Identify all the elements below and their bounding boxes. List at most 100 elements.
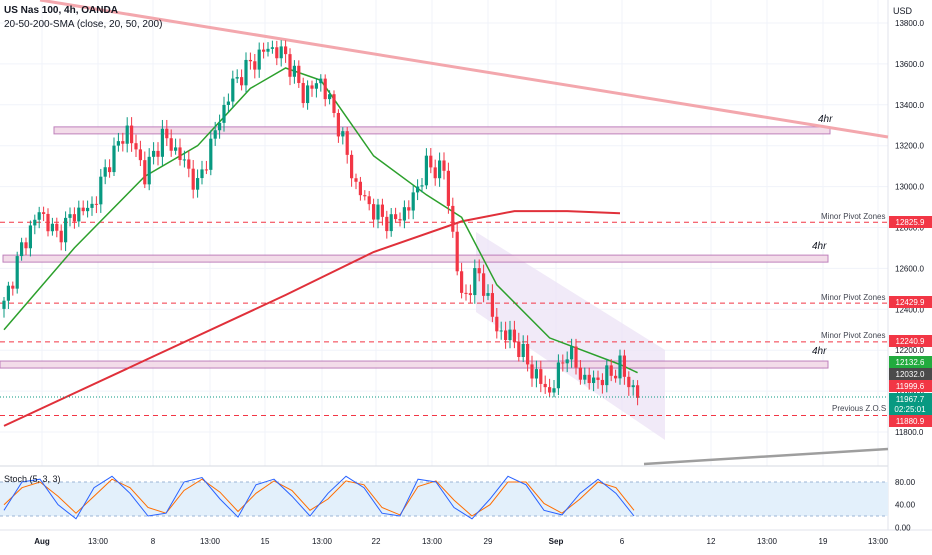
candle-body <box>196 178 200 190</box>
candle-body <box>33 219 37 226</box>
candle-body <box>636 385 640 398</box>
candle-body <box>499 330 503 332</box>
candle-body <box>222 104 226 123</box>
price-tick-label: 13800.0 <box>895 19 924 28</box>
price-tick-label: 13400.0 <box>895 101 924 110</box>
price-tick-label: 13200.0 <box>895 142 924 151</box>
candle-body <box>376 204 380 220</box>
chart-title: US Nas 100, 4h, OANDA <box>4 5 118 16</box>
candle-body <box>209 138 213 170</box>
candle-body <box>394 214 398 220</box>
price-badge <box>889 415 932 427</box>
candle-body <box>178 147 182 161</box>
candle-body <box>389 214 393 232</box>
candle-body <box>477 268 481 274</box>
zone-rect <box>2 254 829 263</box>
price-badge-text: 02:25:01 <box>894 405 926 414</box>
candle-body <box>495 316 499 332</box>
time-tick-label: 13:00 <box>868 537 889 546</box>
candle-body <box>59 230 63 243</box>
candle-body <box>380 204 384 217</box>
candle-body <box>345 131 349 155</box>
time-tick-label: 13:00 <box>312 537 333 546</box>
candle-body <box>6 285 10 301</box>
price-badge <box>889 335 932 347</box>
candle-body <box>592 377 596 384</box>
candle-body <box>165 128 169 139</box>
candle-body <box>187 159 191 169</box>
candle-body <box>116 141 120 146</box>
time-tick-label: 8 <box>151 537 156 546</box>
candle-body <box>160 128 164 157</box>
candle-body <box>464 292 468 294</box>
price-tick-label: 12200.0 <box>895 346 924 355</box>
candle-body <box>323 78 327 100</box>
candle-body <box>385 216 389 232</box>
price-tick-label: 13000.0 <box>895 183 924 192</box>
candle-body <box>81 207 85 212</box>
stoch-band <box>0 482 888 516</box>
candle-body <box>596 377 600 380</box>
price-badge-text: 12032.0 <box>896 370 925 379</box>
candle-body <box>512 329 516 342</box>
candle-body <box>99 176 103 205</box>
candle-body <box>504 330 508 341</box>
price-badges: 12825.9 12429.9 12240.9 12132.6 12032.0 11999… <box>889 216 932 427</box>
candle-body <box>275 47 279 59</box>
time-tick-label: 29 <box>484 537 493 546</box>
candle-body <box>473 268 477 296</box>
candle-body <box>279 46 283 59</box>
candle-body <box>486 293 490 296</box>
candle-body <box>605 365 609 386</box>
candle-body <box>244 59 248 86</box>
candle-body <box>451 205 455 232</box>
descending-channel <box>476 232 665 440</box>
candle-body <box>398 219 402 221</box>
candle-body <box>574 346 578 368</box>
candle-body <box>218 122 222 131</box>
candle-body <box>182 159 186 161</box>
candle-body <box>552 388 556 393</box>
candle-body <box>213 130 217 139</box>
stoch-tick-label: 40.00 <box>895 501 916 510</box>
pivot-label-1: Minor Pivot Zones <box>821 212 885 221</box>
candle-body <box>156 150 160 157</box>
candle-body <box>354 178 358 182</box>
candle-body <box>583 374 587 380</box>
candle-body <box>42 212 46 214</box>
candle-body <box>284 46 288 55</box>
candle-body <box>556 362 560 389</box>
candle-body <box>468 293 472 296</box>
sma20-line <box>3 67 638 374</box>
candle-body <box>50 223 54 232</box>
candle-body <box>548 387 552 393</box>
price-badge <box>889 356 932 368</box>
time-tick-label: 19 <box>819 537 828 546</box>
candle-body <box>310 85 314 89</box>
descending-trendline[interactable] <box>39 0 889 139</box>
ascending-trendline[interactable] <box>643 447 889 466</box>
candle-body <box>319 78 323 84</box>
candle-body <box>191 168 195 190</box>
candle-body <box>530 364 534 379</box>
candle-body <box>367 196 371 205</box>
sma200-line <box>3 210 621 427</box>
candle-body <box>301 82 305 104</box>
zone-label-1: 4hr <box>818 114 833 125</box>
candle-body <box>130 125 134 144</box>
time-tick-label: 6 <box>620 537 625 546</box>
candle-body <box>200 169 204 179</box>
zone-rect <box>0 360 829 369</box>
candle-body <box>37 212 41 220</box>
candle-body <box>508 329 512 341</box>
candle-body <box>543 383 547 388</box>
candle-body <box>618 355 622 379</box>
candle-body <box>350 154 354 179</box>
candle-body <box>328 94 332 100</box>
candle-body <box>539 369 543 384</box>
price-badge <box>889 393 932 405</box>
pivot-label-2: Minor Pivot Zones <box>821 293 885 302</box>
candle-body <box>433 167 437 179</box>
